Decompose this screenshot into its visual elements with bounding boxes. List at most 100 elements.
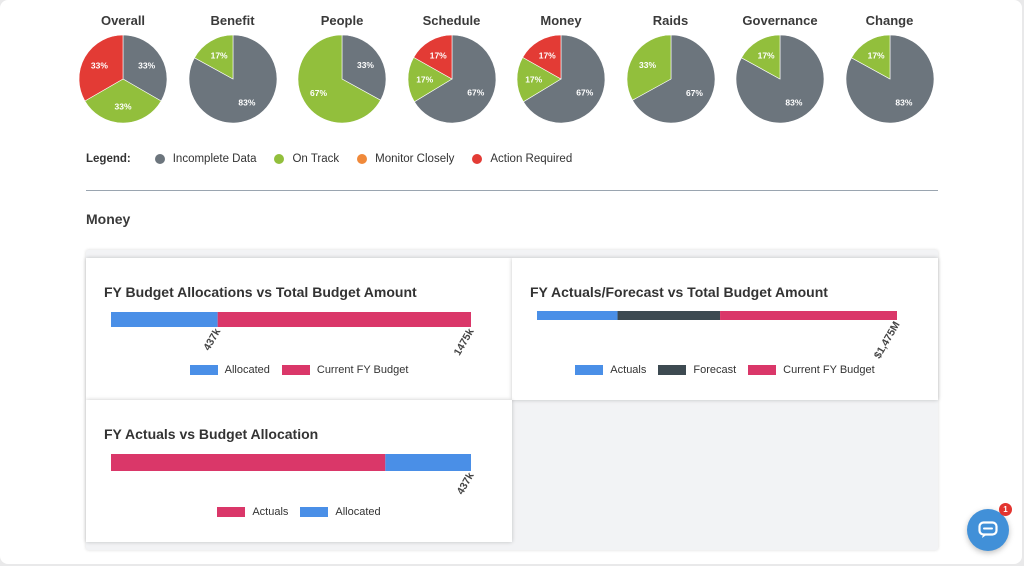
legend-label: Current FY Budget bbox=[783, 364, 875, 376]
bar-segment-actuals[interactable] bbox=[537, 311, 618, 320]
chat-bubble-icon bbox=[978, 521, 998, 538]
pie-slice-incomplete[interactable] bbox=[845, 34, 934, 124]
pie-chart-benefit: 83% 17% bbox=[188, 34, 277, 124]
pie-slice-label: 83% bbox=[895, 97, 912, 107]
section-divider bbox=[86, 190, 938, 191]
legend-item-monitor: Monitor Closely bbox=[357, 153, 454, 165]
pie-slice-label: 17% bbox=[416, 74, 433, 84]
bar-segment-allocated[interactable] bbox=[385, 454, 471, 471]
pie-slice-on_track[interactable] bbox=[84, 78, 162, 124]
pie-slice-label: 67% bbox=[685, 88, 702, 98]
pie-people: People 33% 67% bbox=[287, 10, 397, 124]
pie-slice-on_track[interactable] bbox=[516, 56, 562, 103]
actuals-vs-alloc-legend: Actuals Allocated bbox=[86, 506, 512, 518]
budget-swatch-icon bbox=[748, 365, 777, 375]
legend-allocated[interactable]: Allocated bbox=[189, 364, 270, 376]
pie-title: Schedule bbox=[422, 13, 481, 28]
bar-tick-label: $1,475M bbox=[872, 319, 903, 361]
pie-slice-on_track[interactable] bbox=[407, 56, 453, 103]
status-legend: Legend: Incomplete Data On Track Monitor… bbox=[86, 150, 590, 168]
pie-chart-money: 67% 17% 17% bbox=[516, 34, 606, 124]
pie-slice-label: 33% bbox=[114, 101, 131, 111]
section-title: Money bbox=[86, 211, 131, 227]
legend-label: Allocated bbox=[224, 364, 270, 376]
pie-slice-incomplete[interactable] bbox=[188, 34, 277, 124]
pie-slice-on_track[interactable] bbox=[626, 34, 671, 101]
action-dot-icon bbox=[472, 154, 483, 164]
pie-slice-incomplete[interactable] bbox=[413, 34, 496, 124]
legend-actuals[interactable]: Actuals bbox=[575, 364, 646, 376]
incomplete-dot-icon bbox=[154, 154, 165, 164]
pie-title: Change bbox=[865, 13, 914, 28]
actuals-vs-alloc-title: FY Actuals vs Budget Allocation bbox=[104, 426, 319, 442]
pie-title: Benefit bbox=[210, 13, 255, 28]
legend-label: Allocated bbox=[335, 506, 381, 518]
pie-slice-on_track[interactable] bbox=[741, 34, 781, 80]
legend-forecast[interactable]: Forecast bbox=[658, 364, 736, 376]
pie-slice-label: 67% bbox=[576, 87, 593, 97]
legend-current-fy-budget[interactable]: Current FY Budget bbox=[748, 364, 875, 376]
pie-overall: Overall 33% 33% 33% bbox=[68, 10, 178, 124]
bar-tick-label: 1475k bbox=[452, 326, 477, 357]
legend-label: Actuals bbox=[252, 506, 289, 518]
bar-segment-forecast[interactable] bbox=[617, 311, 721, 320]
pie-slice-label: 67% bbox=[467, 87, 484, 97]
legend-label: Monitor Closely bbox=[375, 153, 455, 165]
legend-allocated[interactable]: Allocated bbox=[300, 506, 381, 518]
pie-slice-on_track[interactable] bbox=[297, 34, 381, 124]
pie-slice-incomplete[interactable] bbox=[122, 34, 168, 102]
bar-segment-allocated[interactable] bbox=[111, 312, 218, 327]
actuals-swatch-icon bbox=[575, 365, 604, 375]
actuals-swatch-icon bbox=[217, 507, 246, 517]
budget-swatch-icon bbox=[281, 365, 310, 375]
pie-slice-label: 17% bbox=[525, 74, 542, 84]
pie-slice-label: 67% bbox=[310, 88, 327, 98]
legend-actuals[interactable]: Actuals bbox=[217, 506, 288, 518]
pie-slice-incomplete[interactable] bbox=[631, 34, 715, 124]
pie-slice-action[interactable] bbox=[78, 34, 124, 102]
forecast-swatch-icon bbox=[658, 365, 687, 375]
pie-chart-people: 33% 67% bbox=[297, 34, 387, 124]
budget-alloc-legend: Allocated Current FY Budget bbox=[86, 364, 512, 376]
legend-current-fy-budget[interactable]: Current FY Budget bbox=[281, 364, 409, 376]
pie-slice-label: 17% bbox=[210, 51, 227, 61]
pie-title: People bbox=[320, 13, 364, 28]
legend-label: Current FY Budget bbox=[316, 364, 409, 376]
pie-chart-raids: 67% 33% bbox=[626, 34, 715, 124]
pie-slice-label: 17% bbox=[867, 51, 884, 61]
actuals-forecast-card: FY Actuals/Forecast vs Total Budget Amou… bbox=[512, 258, 938, 400]
legend-label: On Track bbox=[292, 153, 340, 165]
pie-slice-label: 83% bbox=[238, 97, 255, 107]
pie-slice-label: 33% bbox=[639, 60, 656, 70]
pie-chart-change: 83% 17% bbox=[845, 34, 934, 124]
chat-button[interactable] bbox=[967, 509, 1009, 551]
legend-title: Legend: bbox=[86, 153, 131, 165]
pie-chart-schedule: 67% 17% 17% bbox=[407, 34, 496, 124]
bar-tick-label: 437k bbox=[455, 470, 477, 496]
monitor-dot-icon bbox=[357, 154, 368, 164]
money-panel: FY Budget Allocations vs Total Budget Am… bbox=[86, 250, 938, 550]
pie-slice-incomplete[interactable] bbox=[341, 34, 387, 101]
actuals-vs-alloc-chart: 437k bbox=[111, 454, 477, 497]
pie-change: Change 83% 17% bbox=[835, 10, 945, 124]
bar-segment-current-fy-budget[interactable] bbox=[217, 312, 471, 327]
pie-slice-action[interactable] bbox=[412, 34, 452, 80]
pie-money: Money 67% 17% 17% bbox=[506, 10, 616, 124]
pie-schedule: Schedule 67% 17% 17% bbox=[397, 10, 507, 124]
pie-slice-incomplete[interactable] bbox=[735, 34, 825, 124]
bar-segment-current-fy-budget[interactable] bbox=[720, 311, 897, 320]
legend-label: Action Required bbox=[490, 153, 573, 165]
pie-slice-incomplete[interactable] bbox=[522, 34, 606, 124]
pie-chart-governance: 83% 17% bbox=[735, 34, 825, 124]
bar-segment-actuals[interactable] bbox=[111, 454, 386, 471]
pie-slice-label: 33% bbox=[357, 60, 374, 70]
pie-title: Overall bbox=[100, 13, 146, 28]
pie-title: Governance bbox=[742, 13, 818, 28]
pie-slice-action[interactable] bbox=[522, 34, 562, 80]
allocated-swatch-icon bbox=[300, 507, 329, 517]
status-pie-row: Overall 33% 33% 33% Benefit 83% 17% People 33% 67… bbox=[68, 10, 948, 140]
pie-slice-on_track[interactable] bbox=[850, 34, 890, 80]
pie-slice-on_track[interactable] bbox=[193, 34, 233, 80]
pie-slice-label: 33% bbox=[91, 60, 108, 70]
